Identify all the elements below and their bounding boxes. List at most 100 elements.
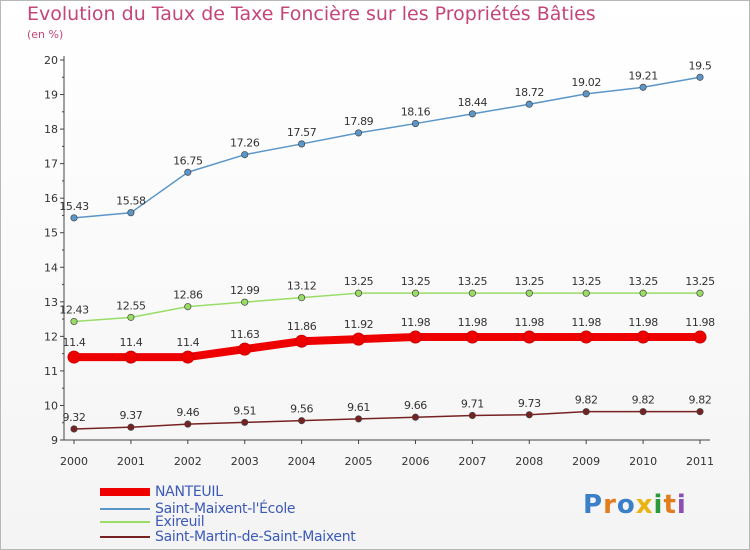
data-point [241,298,249,306]
data-point [468,289,476,297]
data-point [465,330,479,344]
data-point [582,408,590,416]
data-label: 12.55 [116,299,146,312]
y-tick-label: 10 [44,399,58,412]
data-point [298,140,306,148]
data-point [70,214,78,222]
data-point [639,289,647,297]
x-tick-label: 2007 [458,455,486,468]
data-point [468,110,476,118]
data-point [184,168,192,176]
logo-letter: P [583,490,604,520]
x-tick-label: 2008 [515,455,543,468]
data-point [525,411,533,419]
data-label: 9.46 [176,406,199,419]
legend-label: Exireuil [155,514,205,530]
data-point [70,317,78,326]
data-point [411,413,420,421]
data-label: 11.4 [176,336,199,349]
data-point [582,289,590,297]
data-label: 15.58 [116,195,146,208]
data-label: 13.25 [515,275,545,288]
x-tick-label: 2000 [60,455,88,468]
data-label: 11.4 [119,336,142,349]
data-point [468,411,476,420]
data-point [298,417,306,425]
y-tick-label: 15 [44,227,58,240]
data-point [241,418,249,426]
data-point [411,120,420,128]
y-tick-label: 13 [44,296,58,309]
data-label: 13.12 [287,280,317,293]
data-label: 19.02 [571,76,601,89]
logo-letter: i [653,490,664,520]
data-point [181,350,195,364]
data-point [241,151,249,159]
data-point [70,425,78,433]
y-tick-label: 14 [44,261,58,274]
x-tick-label: 2001 [117,455,145,468]
data-label: 11.86 [287,320,317,333]
data-point [582,90,590,98]
data-label: 12.43 [59,304,89,317]
legend-label: NANTEUIL [155,484,223,500]
series-line [73,76,701,219]
data-label: 11.98 [458,316,488,329]
data-label: 12.99 [230,284,260,297]
data-point [696,73,704,81]
data-point [354,129,363,137]
chart-title: Evolution du Taux de Taxe Foncière sur l… [27,3,596,25]
proxiti-logo: Proxiti [583,490,687,520]
series-line [74,333,700,362]
y-tick-label: 17 [44,158,58,171]
data-label: 17.26 [230,137,260,150]
logo-letter: t [663,490,677,520]
data-point [579,330,593,344]
data-label: 13.25 [458,275,488,288]
data-label: 9.71 [461,397,484,410]
series-line [73,410,700,430]
data-label: 18.44 [458,96,488,109]
data-label: 9.37 [119,409,142,422]
data-label: 11.98 [571,316,601,329]
data-point [127,423,135,431]
legend-label: Saint-Maixent-l'École [155,501,296,517]
y-tick-label: 18 [44,123,58,136]
legend-item-exireuil: Exireuil [100,514,400,530]
data-label: 13.25 [571,275,601,288]
data-label: 11.4 [63,336,86,349]
data-label: 9.32 [63,411,86,424]
data-label: 16.75 [173,154,203,167]
legend-swatch [100,508,150,510]
data-point [693,330,707,344]
logo-letter: r [603,490,617,520]
data-point [639,408,647,416]
data-label: 17.89 [344,115,374,128]
data-label: 9.56 [290,403,313,416]
y-tick-label: 11 [44,365,58,378]
data-label: 19.5 [689,59,712,72]
data-point [352,332,366,346]
x-tick-label: 2005 [345,455,373,468]
data-label: 9.51 [233,404,256,417]
y-tick-label: 20 [44,54,58,67]
data-label: 9.73 [518,397,541,410]
data-label: 13.25 [685,275,715,288]
x-tick-label: 2009 [572,455,600,468]
data-label: 9.61 [347,401,370,414]
legend-item-nanteuil: NANTEUIL [100,484,400,500]
data-point [354,415,363,423]
data-label: 15.43 [59,200,89,213]
data-point [184,303,192,311]
data-label: 11.63 [230,328,260,341]
data-label: 13.25 [401,275,431,288]
y-tick-label: 19 [44,89,58,102]
x-tick-label: 2002 [174,455,202,468]
data-point [636,330,650,344]
logo-letter: i [676,490,687,520]
chart-unit: (en %) [27,28,64,41]
y-tick-label: 9 [51,434,58,447]
data-label: 9.82 [689,394,712,407]
data-label: 9.82 [575,394,598,407]
